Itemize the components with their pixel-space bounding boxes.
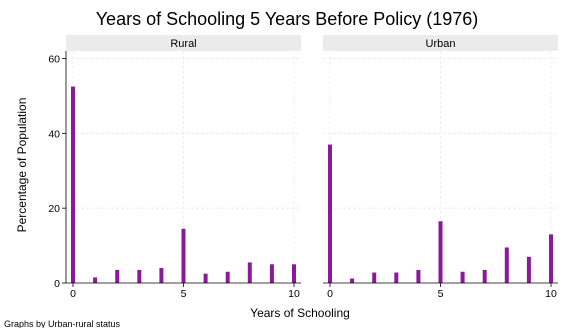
x-tick-label: 10 xyxy=(545,288,557,300)
x-tick-label: 10 xyxy=(288,288,300,300)
x-axis-label: Years of Schooling xyxy=(250,306,350,320)
y-tick-label: 0 xyxy=(54,278,60,290)
panel-strip xyxy=(66,35,301,51)
x-tick-label: 0 xyxy=(327,288,333,300)
panel-urban: Urban 0 5 10 xyxy=(323,35,558,300)
chart-title: Years of Schooling 5 Years Before Policy… xyxy=(96,9,479,29)
panel-rural: Rural 0 5 10 0 20 40 60 xyxy=(48,35,301,300)
y-tick-label: 40 xyxy=(48,128,60,140)
bar xyxy=(350,278,355,283)
bar xyxy=(372,272,377,283)
bar xyxy=(71,86,75,283)
bar xyxy=(225,271,230,283)
graph-note: Graphs by Urban-rural status xyxy=(4,319,121,328)
panel-strip xyxy=(323,35,558,51)
bar xyxy=(416,269,421,283)
bar xyxy=(115,269,120,283)
bar xyxy=(203,273,208,283)
bar xyxy=(93,277,98,283)
bar xyxy=(438,221,443,283)
bar xyxy=(482,269,487,283)
bar xyxy=(394,272,399,283)
bar xyxy=(247,262,252,283)
bar xyxy=(460,271,465,283)
panel-strip-label: Urban xyxy=(426,38,456,50)
bar xyxy=(159,268,164,283)
bar xyxy=(292,264,296,283)
bar xyxy=(504,247,509,283)
panel-strip-label: Rural xyxy=(170,38,196,50)
y-axis-label: Percentage of Population xyxy=(15,98,29,233)
bar xyxy=(137,269,142,283)
x-tick-label: 5 xyxy=(438,288,444,300)
bar xyxy=(328,144,332,283)
bar xyxy=(181,228,186,283)
x-tick-label: 0 xyxy=(70,288,76,300)
y-tick-label: 60 xyxy=(48,53,60,65)
bar xyxy=(526,256,531,283)
bar xyxy=(269,264,274,283)
bar xyxy=(549,234,553,283)
y-tick-label: 20 xyxy=(48,203,60,215)
x-tick-label: 5 xyxy=(181,288,187,300)
panels-group: Rural 0 5 10 0 20 40 60 Urban 0 5 10 xyxy=(48,35,558,300)
